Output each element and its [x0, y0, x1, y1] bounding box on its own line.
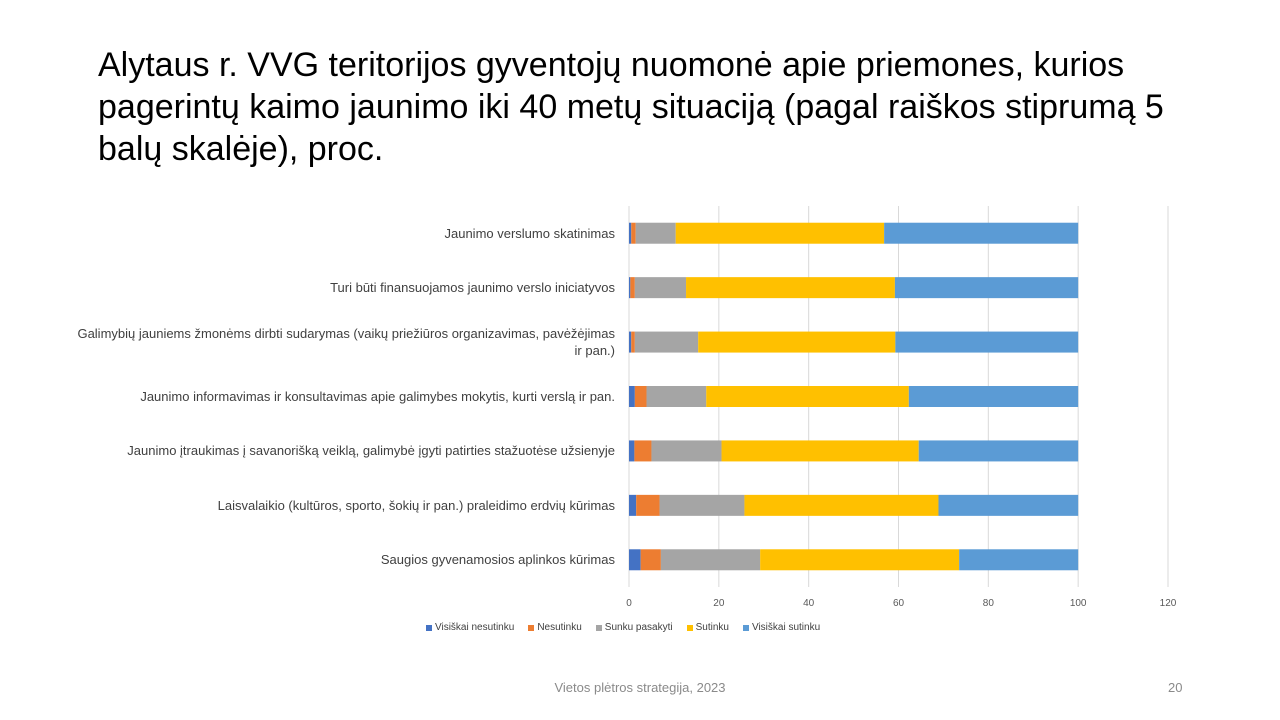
bar-segment [636, 494, 660, 516]
legend-label: Visiškai nesutinku [435, 622, 515, 633]
category-label: Galimybių jauniems žmonėms dirbti sudary… [77, 326, 615, 359]
x-tick-label: 60 [893, 598, 905, 609]
category-label: Jaunimo informavimas ir konsultavimas ap… [140, 389, 615, 404]
category-label: Saugios gyvenamosios aplinkos kūrimas [380, 552, 615, 568]
legend-swatch [686, 624, 693, 631]
bar-segment [629, 494, 637, 516]
bar-segment [698, 331, 896, 353]
bar-segment [629, 331, 632, 353]
legend-swatch [528, 624, 535, 631]
legend-label: Sunku pasakyti [604, 622, 673, 633]
bar-segment [629, 440, 635, 462]
bar-segment [959, 549, 1079, 571]
bar-segment [634, 277, 687, 299]
bar-segment [634, 386, 647, 407]
bar-segment [760, 549, 960, 571]
bar-segment [646, 386, 707, 407]
x-tick-label: 0 [626, 598, 632, 609]
x-tick-label: 80 [983, 598, 995, 609]
category-label: Jaunimo įtraukimas į savanorišką veiklą,… [127, 443, 615, 459]
bar-segment [706, 386, 909, 407]
x-tick-label: 120 [1160, 598, 1177, 609]
bar-segment [629, 386, 635, 407]
bar-segment [675, 222, 885, 244]
bar-segment [686, 277, 895, 299]
bar-segment [640, 549, 661, 571]
legend-item: Visiškai nesutinku [426, 622, 514, 633]
bar-segment [918, 440, 1079, 462]
category-label: Turi būti finansuojamos jaunimo verslo i… [330, 280, 615, 296]
bar-segment [630, 277, 635, 299]
legend-label: Sutinku [695, 622, 729, 633]
bar-segment [631, 222, 636, 244]
page-number: 20 [1168, 680, 1183, 695]
bar-segment [635, 222, 676, 244]
bar-segment [629, 222, 632, 244]
legend-swatch [742, 624, 749, 631]
legend-item: Visiškai sutinku [742, 622, 821, 633]
legend-swatch [426, 624, 432, 631]
legend-item: Sutinku [686, 622, 729, 633]
bar-segment [631, 331, 635, 353]
legend-label: Nesutinku [537, 622, 582, 633]
bar-segment [634, 331, 699, 353]
bar-segment [721, 440, 919, 462]
bar-segment [629, 549, 641, 571]
legend-swatch [595, 624, 602, 631]
bar-segment [884, 222, 1079, 244]
bar-segment [629, 277, 631, 299]
x-tick-label: 20 [713, 598, 725, 609]
legend-item: Nesutinku [528, 622, 582, 633]
chart-legend: Visiškai nesutinku Nesutinku Sunku pasakyt… [426, 622, 820, 633]
bar-segment [659, 494, 745, 516]
footer-text: Vietos plėtros strategija, 2023 [554, 680, 726, 695]
legend-label: Visiškai sutinku [751, 622, 821, 633]
bar-segment [938, 494, 1079, 516]
bar-segment [908, 386, 1079, 407]
legend-item: Sunku pasakyti [595, 622, 673, 633]
bar-segment [651, 440, 722, 462]
x-tick-label: 100 [1070, 598, 1087, 609]
category-label: Laisvalaikio (kultūros, sporto, šokių ir… [217, 497, 615, 513]
bar-segment [634, 440, 652, 462]
x-tick-label: 40 [803, 598, 815, 609]
bar-segment [895, 331, 1079, 353]
category-label: Jaunimo verslumo skatinimas [444, 225, 615, 241]
bar-segment [894, 277, 1079, 299]
bar-segment [660, 549, 761, 571]
chart-title: Alytaus r. VVG teritorijos gyventojų nuo… [98, 46, 1164, 168]
bar-segment [744, 494, 939, 516]
